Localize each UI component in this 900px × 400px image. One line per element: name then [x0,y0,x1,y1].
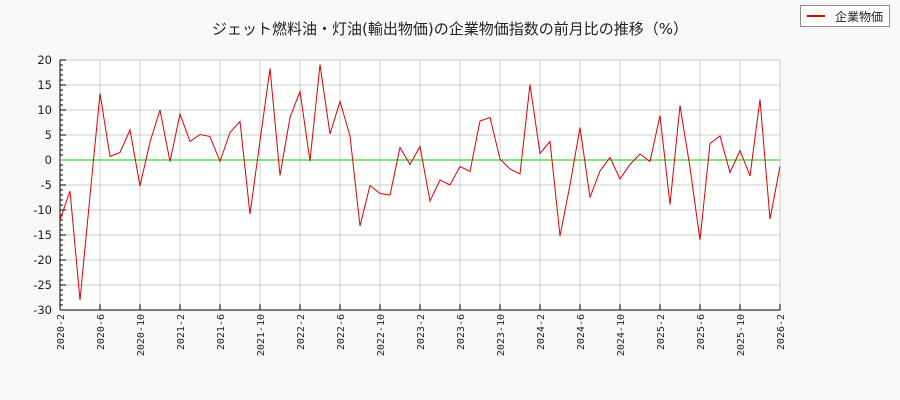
y-tick-label: -15 [33,228,52,242]
y-tick-label: 20 [37,53,52,67]
x-tick-label: 2022-6 [336,314,347,350]
x-tick-label: 2024-10 [616,314,627,356]
x-tick-label: 2024-2 [536,314,547,350]
x-tick-label: 2021-10 [256,314,267,356]
legend-swatch [807,15,825,17]
x-tick-label: 2023-10 [496,314,507,356]
x-tick-label: 2020-2 [56,314,67,350]
x-tick-label: 2025-2 [656,314,667,350]
x-tick-label: 2021-6 [216,314,227,350]
legend-label: 企業物価 [835,9,884,24]
y-tick-label: -25 [33,278,52,292]
x-tick-label: 2024-6 [576,314,587,350]
x-tick-label: 2020-6 [96,314,107,350]
y-axis-ticks: 20 15 10 5 0 -5 -10 -15 -20 -25 -30 [33,53,52,317]
x-tick-label: 2025-6 [696,314,707,350]
x-tick-label: 2023-6 [456,314,467,350]
y-tick-label: -20 [33,253,52,267]
chart-title: ジェット燃料油・灯油(輸出物価)の企業物価指数の前月比の推移（%） [212,20,688,38]
x-tick-label: 2020-10 [136,314,147,356]
axes [59,59,781,311]
y-tick-label: -10 [33,203,52,217]
legend: 企業物価 [800,5,890,27]
y-tick-label: 10 [37,103,52,117]
x-tick-label: 2025-10 [736,314,747,356]
series-line-kigyo-bukka [59,64,781,301]
y-tick-label: -5 [41,178,52,192]
x-tick-label: 2023-2 [416,314,427,350]
x-tick-label: 2022-2 [296,314,307,350]
y-tick-label: 5 [45,128,52,142]
x-tick-label: 2026-2 [776,314,787,350]
y-tick-label: 15 [37,78,52,92]
x-tick-label: 2021-2 [176,314,187,350]
y-tick-label: 0 [45,153,52,167]
x-axis-ticks: 2020-2 2020-6 2020-10 2021-2 2021-6 2021-10 20… [56,314,787,356]
x-tick-label: 2022-10 [376,314,387,356]
y-tick-label: -30 [33,303,52,317]
